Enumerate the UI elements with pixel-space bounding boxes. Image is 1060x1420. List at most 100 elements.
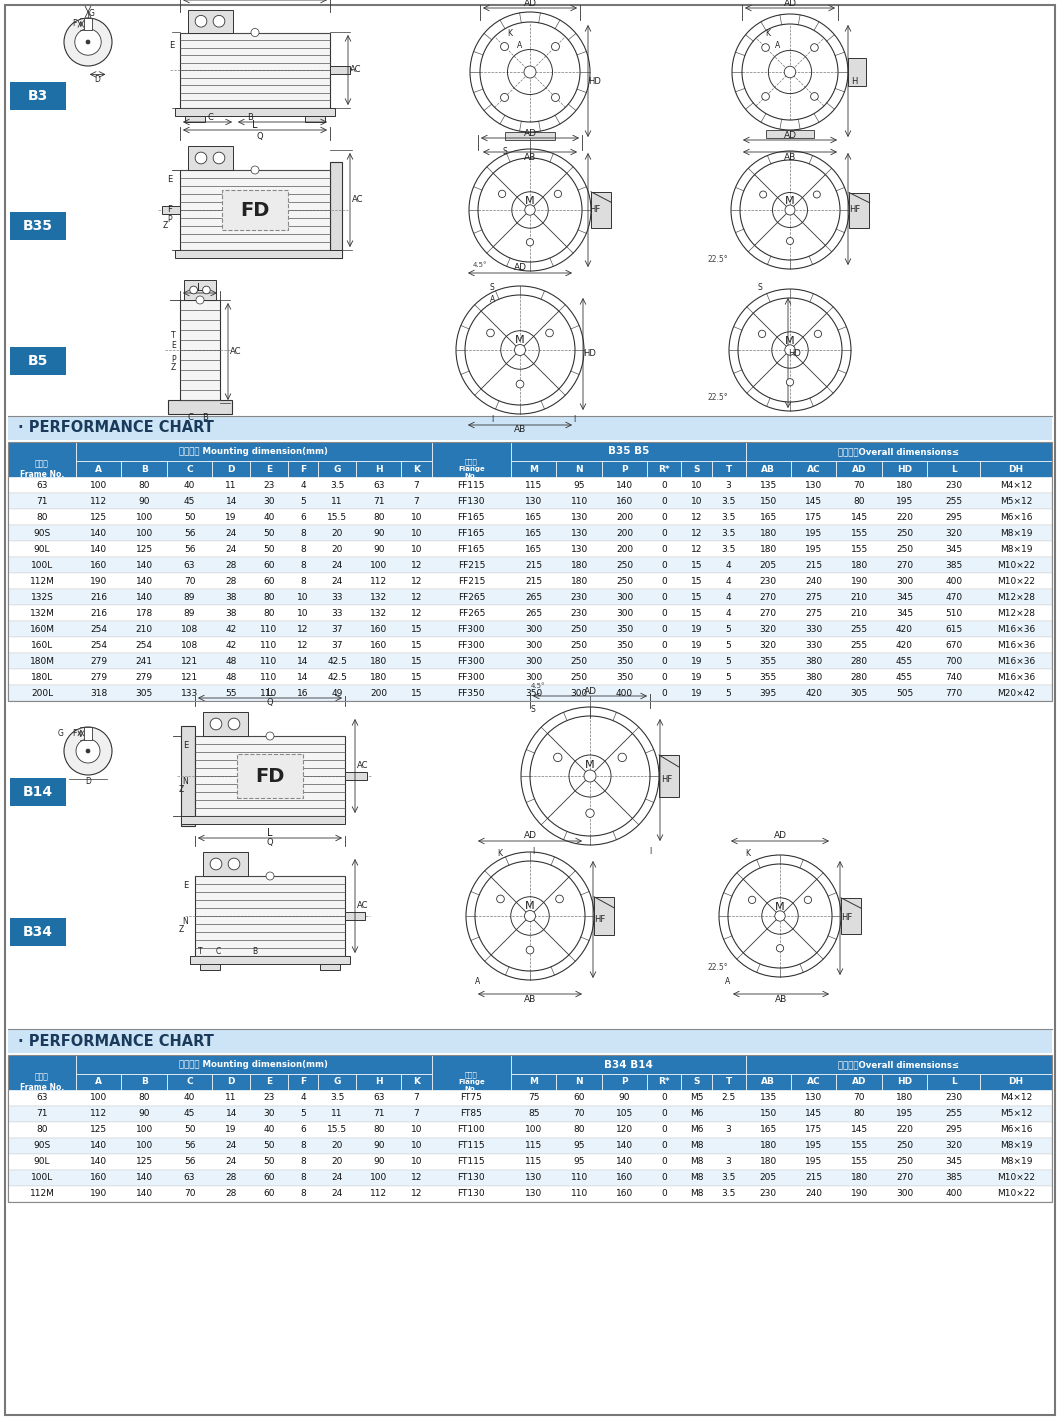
Circle shape — [266, 731, 273, 740]
Text: 0: 0 — [661, 577, 667, 585]
Text: 100: 100 — [370, 561, 387, 569]
Text: Z: Z — [163, 220, 167, 230]
Text: 50: 50 — [183, 513, 195, 521]
Text: 140: 140 — [90, 1142, 107, 1150]
Text: 205: 205 — [760, 561, 777, 569]
Text: 4.5°: 4.5° — [531, 683, 545, 689]
Circle shape — [196, 295, 204, 304]
Text: 230: 230 — [760, 1190, 777, 1198]
Text: 112: 112 — [90, 1109, 107, 1119]
Text: 255: 255 — [850, 625, 868, 633]
Text: 70: 70 — [853, 480, 865, 490]
Text: M: M — [529, 1078, 538, 1086]
Text: 112: 112 — [90, 497, 107, 506]
Bar — [594, 897, 614, 936]
Text: 195: 195 — [806, 1142, 823, 1150]
Text: 42: 42 — [226, 640, 236, 649]
Text: 254: 254 — [136, 640, 153, 649]
Bar — [556, 462, 602, 477]
Text: 24: 24 — [332, 1190, 342, 1198]
Circle shape — [584, 770, 596, 782]
Text: 42: 42 — [226, 625, 236, 633]
Text: HD: HD — [789, 348, 801, 358]
Text: 45: 45 — [183, 1109, 195, 1119]
Text: 24: 24 — [226, 1142, 236, 1150]
Bar — [122, 1074, 166, 1091]
Circle shape — [811, 92, 818, 101]
Text: AB: AB — [514, 426, 526, 435]
Text: D: D — [85, 777, 91, 785]
Text: 455: 455 — [896, 656, 913, 666]
Text: 250: 250 — [570, 625, 587, 633]
Bar — [402, 1074, 431, 1091]
Text: 395: 395 — [760, 689, 777, 697]
Text: 28: 28 — [226, 1190, 236, 1198]
Text: 24: 24 — [332, 577, 342, 585]
Text: 85: 85 — [528, 1109, 540, 1119]
Bar — [76, 1074, 122, 1091]
Bar — [745, 1055, 1052, 1074]
Text: 215: 215 — [525, 577, 543, 585]
Bar — [8, 589, 1052, 605]
Text: 8: 8 — [300, 1190, 306, 1198]
Text: 205: 205 — [760, 1173, 777, 1183]
Text: 8: 8 — [300, 544, 306, 554]
Text: 50: 50 — [183, 1126, 195, 1135]
Text: 30: 30 — [263, 1109, 275, 1119]
Text: 10: 10 — [691, 497, 702, 506]
Text: 19: 19 — [691, 640, 702, 649]
Text: M: M — [785, 196, 795, 206]
Text: 15: 15 — [691, 577, 702, 585]
Text: AB: AB — [761, 464, 775, 473]
Bar — [8, 684, 1052, 701]
Text: R*: R* — [658, 1078, 670, 1086]
Text: 8: 8 — [300, 561, 306, 569]
Text: 110: 110 — [570, 1190, 588, 1198]
Text: 250: 250 — [616, 577, 633, 585]
Text: 5: 5 — [726, 656, 731, 666]
Text: 71: 71 — [36, 1109, 48, 1119]
Text: 56: 56 — [183, 544, 195, 554]
Text: 70: 70 — [183, 1190, 195, 1198]
Text: S: S — [693, 464, 700, 473]
Text: 19: 19 — [691, 673, 702, 682]
Text: 15: 15 — [691, 561, 702, 569]
Text: F: F — [73, 20, 77, 28]
Text: 110: 110 — [261, 625, 278, 633]
Text: 71: 71 — [373, 497, 385, 506]
Text: 14: 14 — [226, 1109, 236, 1119]
Text: 40: 40 — [183, 1093, 195, 1102]
Text: Q: Q — [267, 838, 273, 848]
Bar — [8, 442, 1052, 701]
Text: 670: 670 — [946, 640, 962, 649]
Text: 275: 275 — [806, 609, 823, 618]
Bar — [682, 462, 711, 477]
Bar — [8, 508, 1052, 525]
Circle shape — [202, 287, 210, 294]
Bar — [8, 1170, 1052, 1186]
Text: 215: 215 — [806, 1173, 823, 1183]
Text: 132: 132 — [370, 609, 387, 618]
Text: 7: 7 — [413, 480, 420, 490]
Text: M: M — [585, 760, 595, 770]
Text: 200: 200 — [616, 528, 633, 538]
Text: 12: 12 — [298, 640, 308, 649]
Text: 23: 23 — [263, 1093, 275, 1102]
Text: 90: 90 — [373, 1157, 385, 1166]
Circle shape — [527, 239, 533, 246]
Text: 22.5°: 22.5° — [708, 256, 728, 264]
Text: 0: 0 — [661, 592, 667, 602]
Text: M8: M8 — [690, 1157, 703, 1166]
Bar — [836, 1074, 882, 1091]
Circle shape — [525, 910, 535, 922]
Text: 300: 300 — [570, 689, 588, 697]
Text: 0: 0 — [661, 1157, 667, 1166]
Text: 355: 355 — [760, 673, 777, 682]
Bar — [288, 1074, 318, 1091]
Text: 42.5: 42.5 — [328, 673, 347, 682]
Text: 0: 0 — [661, 1190, 667, 1198]
Text: 38: 38 — [226, 609, 237, 618]
Text: 49: 49 — [332, 689, 342, 697]
Bar — [8, 638, 1052, 653]
Text: 140: 140 — [136, 577, 153, 585]
